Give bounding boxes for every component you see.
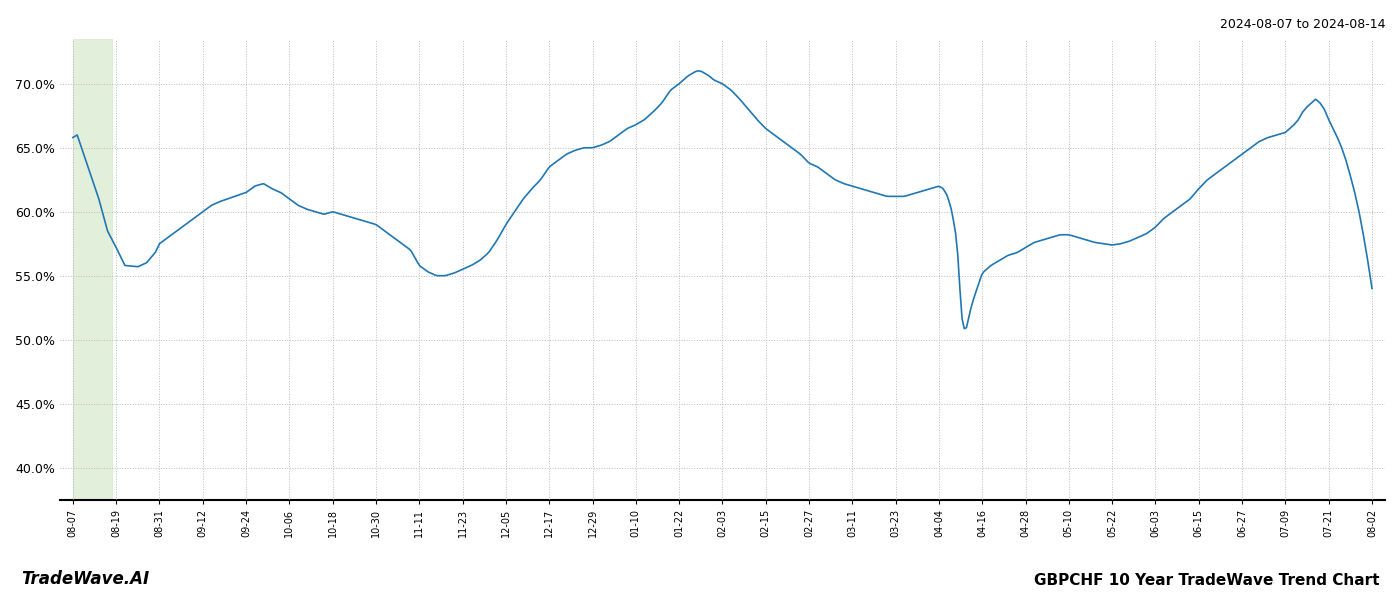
Bar [73,39,112,500]
Text: GBPCHF 10 Year TradeWave Trend Chart: GBPCHF 10 Year TradeWave Trend Chart [1033,573,1379,588]
Text: TradeWave.AI: TradeWave.AI [21,570,150,588]
Text: 2024-08-07 to 2024-08-14: 2024-08-07 to 2024-08-14 [1221,18,1386,31]
